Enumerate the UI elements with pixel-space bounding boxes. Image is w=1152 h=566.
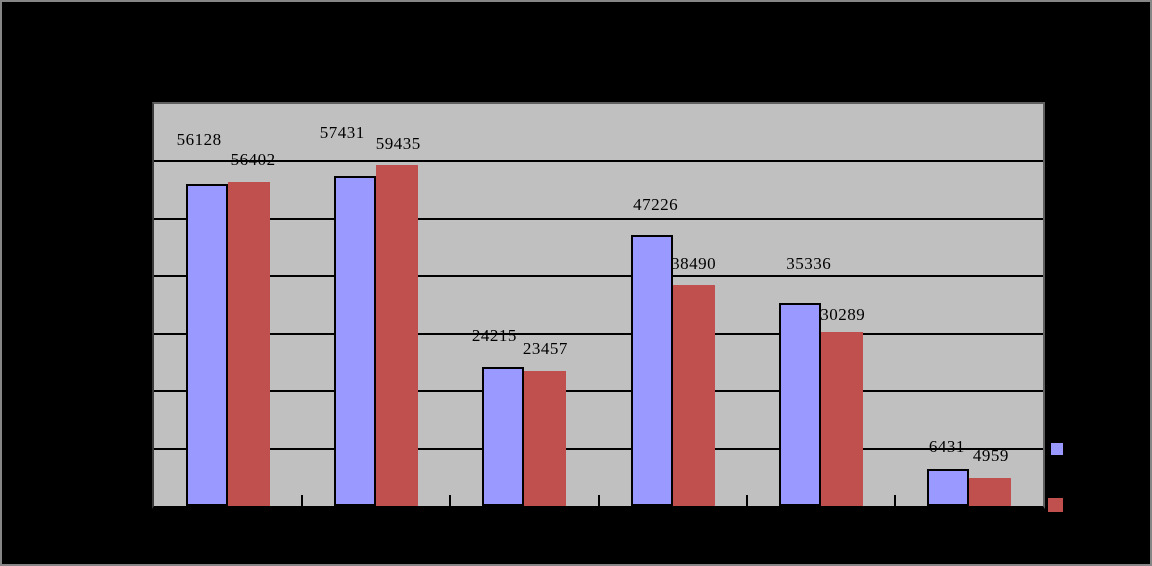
y-gridline [154, 390, 1043, 393]
x-axis-tick [449, 495, 452, 506]
bar-data-label: 30289 [820, 305, 866, 325]
bar-data-label: 24215 [471, 325, 517, 345]
bar-data-label: 59435 [375, 133, 421, 153]
bar-series2-cat2 [376, 164, 419, 506]
bar-data-label: 35336 [786, 254, 832, 274]
bar-series2-cat3 [524, 371, 567, 506]
bar-data-label: 56128 [176, 129, 222, 149]
x-axis-tick [301, 495, 304, 506]
x-axis-tick [893, 495, 896, 506]
bar-data-label: 23457 [522, 339, 568, 359]
y-gridline [154, 447, 1043, 450]
y-gridline [154, 332, 1043, 335]
bar-series1-cat6 [926, 469, 969, 506]
bar-series1-cat2 [334, 176, 377, 506]
legend-series1-swatch [1051, 443, 1063, 455]
bar-series1-cat3 [482, 366, 525, 506]
legend-series2-swatch [1048, 498, 1063, 512]
bar-series2-cat6 [968, 477, 1011, 506]
bar-data-label: 38490 [671, 253, 717, 273]
bar-data-label: 4959 [972, 445, 1009, 465]
bar-data-label: 56402 [230, 150, 276, 170]
bar-data-label: 57431 [319, 123, 365, 143]
y-gridline [154, 160, 1043, 163]
x-axis-tick [597, 495, 600, 506]
bar-series2-cat5 [820, 332, 863, 506]
x-axis-tick [745, 495, 748, 506]
bar-data-label: 47226 [633, 194, 679, 214]
bar-series1-cat5 [778, 303, 821, 506]
bar-series2-cat1 [228, 182, 271, 506]
bar-series2-cat4 [672, 284, 715, 506]
y-gridline [154, 275, 1043, 278]
y-gridline [154, 217, 1043, 220]
bar-series1-cat4 [630, 234, 673, 506]
plot-area: 56128 57431 24215 47226 35336 6431 56402 59435 2… [152, 102, 1045, 509]
bar-data-label: 6431 [928, 437, 965, 457]
bar-series1-cat1 [186, 183, 229, 506]
